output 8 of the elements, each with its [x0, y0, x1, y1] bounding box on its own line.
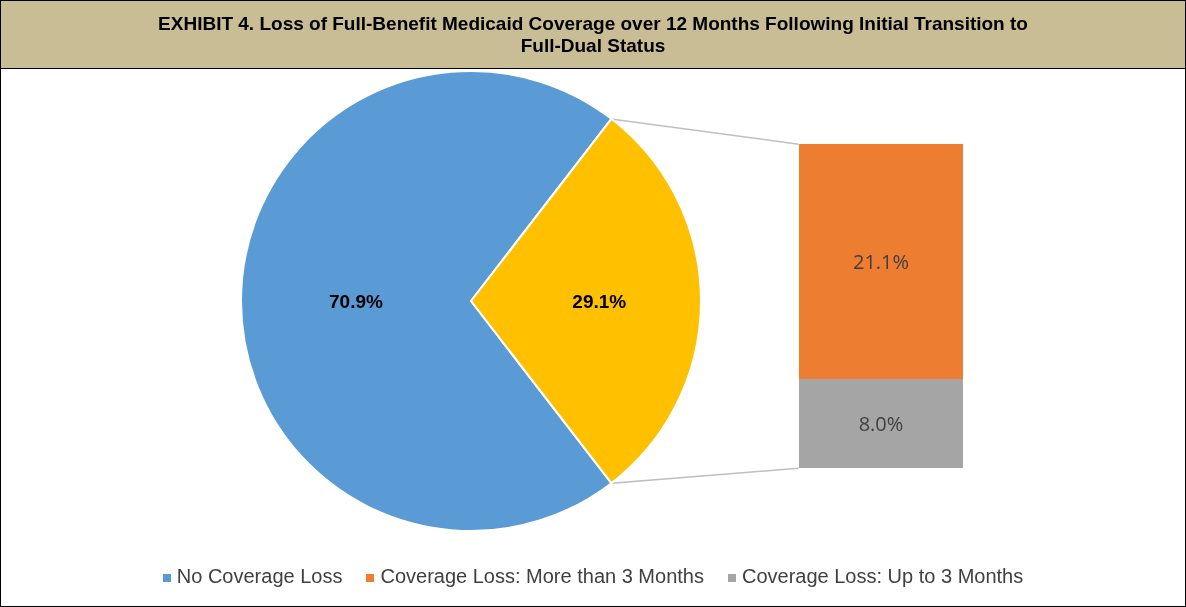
- data-label: 70.9%: [329, 290, 383, 312]
- data-label: 8.0%: [858, 410, 904, 437]
- legend-label: Coverage Loss: Up to 3 Months: [741, 565, 1024, 587]
- legend-label: No Coverage Loss: [176, 565, 343, 587]
- data-label: 21.1%: [852, 248, 910, 275]
- legend-label: Coverage Loss: More than 3 Months: [380, 565, 704, 587]
- data-label: 29.1%: [572, 290, 627, 312]
- chart-title: EXHIBIT 4. Loss of Full-Benefit Medicaid Coverage over 12 Months Following Initial Transition to Full-Dual Status: [1, 1, 1185, 69]
